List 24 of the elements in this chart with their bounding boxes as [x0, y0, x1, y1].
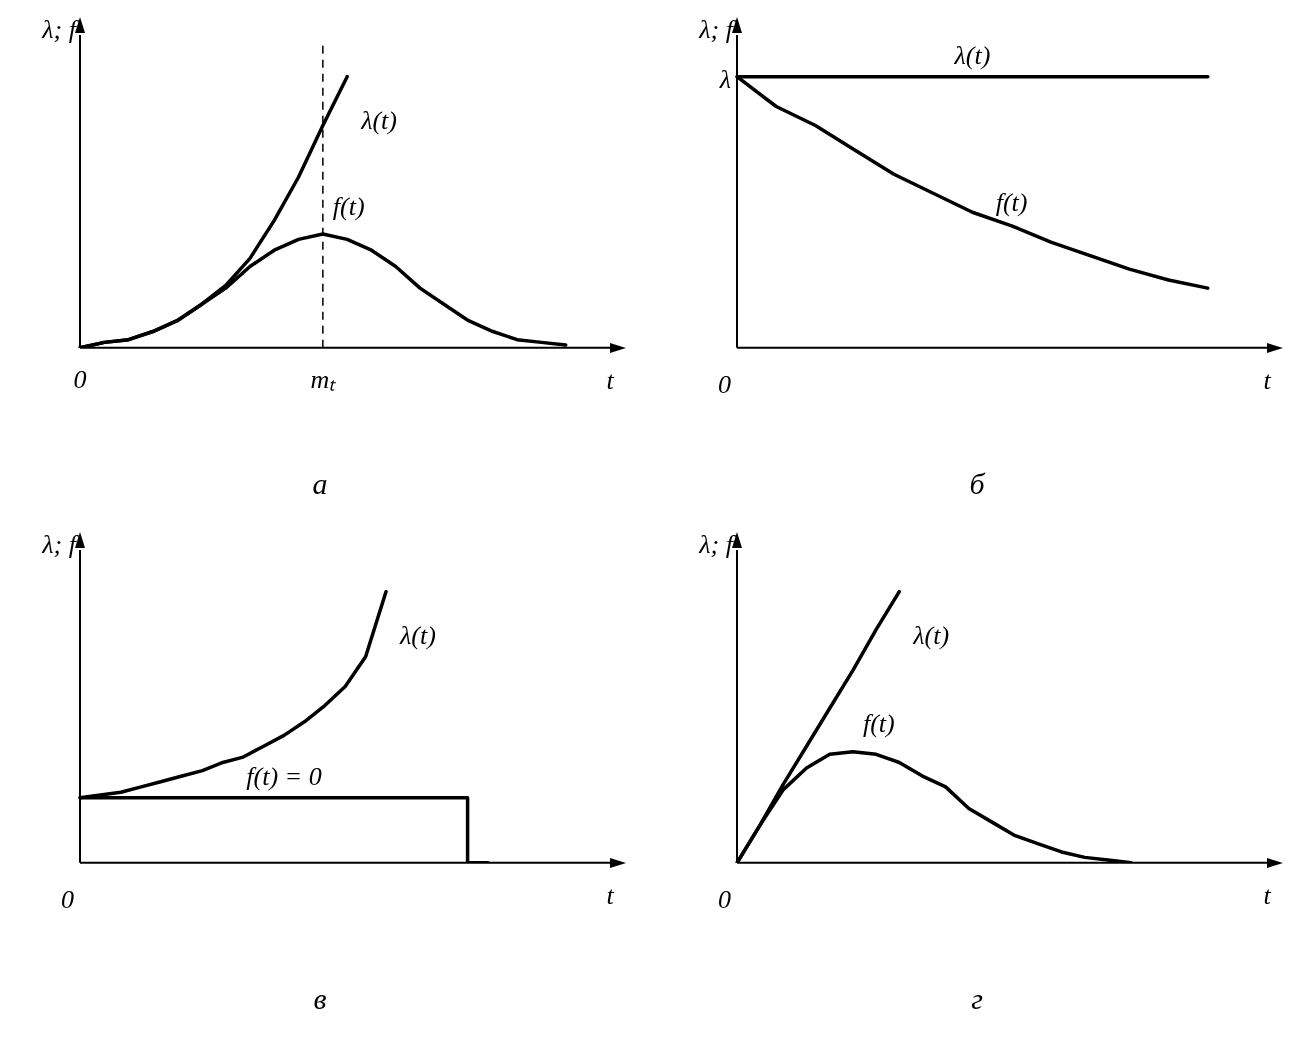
x-axis-title: t	[1263, 365, 1272, 395]
x-tick-label: mₜ	[310, 365, 338, 395]
text: в	[312, 982, 328, 1016]
text: г	[970, 982, 984, 1016]
series-label: λ(t)	[399, 620, 436, 650]
text: б	[968, 467, 986, 501]
series-label: λ(t)	[912, 620, 950, 650]
y-axis-title: λ; f	[41, 14, 80, 44]
x-axis-title: t	[606, 365, 615, 395]
text: 0	[718, 884, 731, 914]
series-label: λ(t)	[953, 40, 991, 70]
text: а	[311, 467, 329, 501]
x-axis-title: t	[1263, 880, 1272, 910]
x-axis-title: t	[606, 880, 615, 910]
series-label: f(t)	[332, 191, 365, 221]
y-axis-title: λ; f	[698, 529, 737, 559]
y-axis-title: λ; f	[698, 14, 737, 44]
text: λ	[718, 64, 731, 94]
y-axis-title: λ; f	[41, 529, 80, 559]
series-label: λ(t)	[360, 105, 397, 135]
series-label: f(t) = 0	[246, 761, 322, 791]
series-label: f(t)	[995, 187, 1028, 217]
series-label: f(t)	[862, 709, 895, 739]
text: 0	[61, 884, 74, 914]
